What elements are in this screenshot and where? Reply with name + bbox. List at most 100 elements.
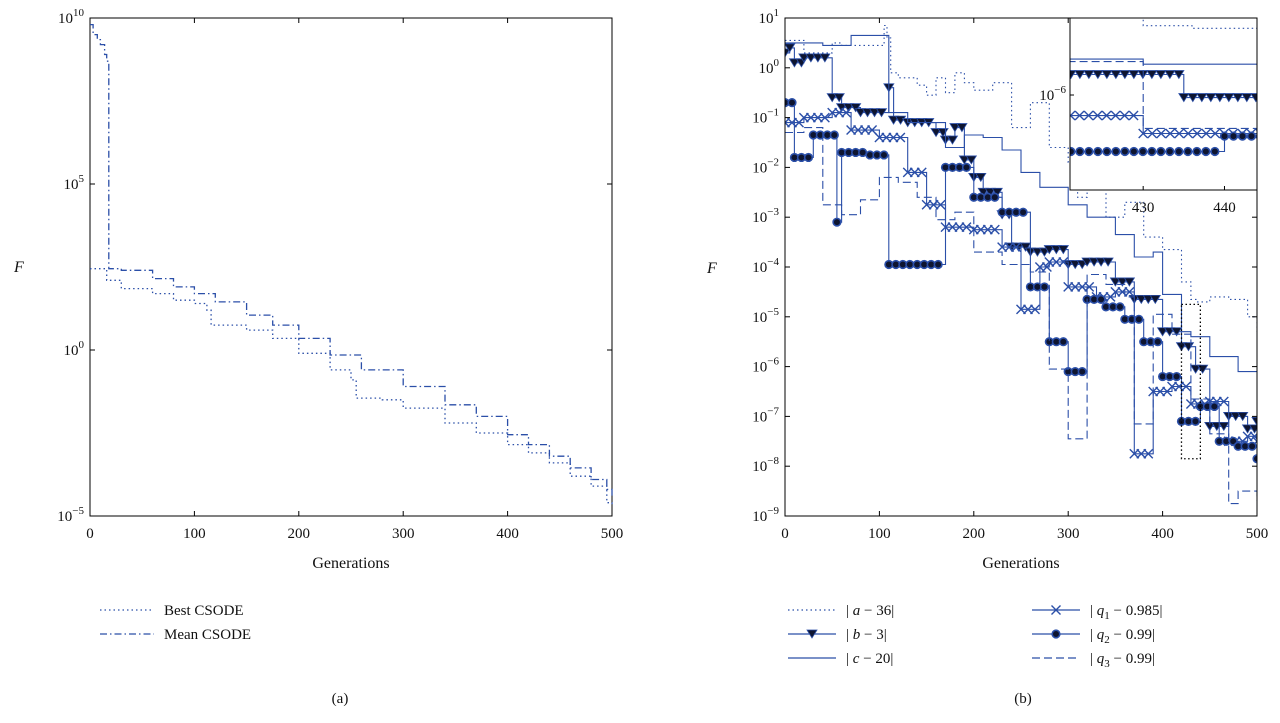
legend-label: | c − 20| — [846, 651, 893, 667]
dot-marker — [1201, 146, 1211, 157]
x-marker — [100, 8, 109, 17]
x-marker — [795, 180, 804, 189]
x-marker — [443, 19, 452, 28]
y-tick-label: 105 — [64, 173, 85, 193]
dot-marker — [1174, 146, 1184, 157]
x-marker — [867, 116, 876, 125]
x-marker — [461, 19, 470, 28]
triangle-marker — [578, 4, 588, 12]
x-marker — [1249, 431, 1257, 442]
dot-marker — [100, 96, 108, 104]
x-marker — [253, 8, 262, 17]
triangle-marker — [912, 55, 922, 63]
triangle-marker — [515, 4, 525, 12]
dot-marker — [290, 22, 298, 30]
triangle-marker — [1236, 412, 1249, 422]
dot-marker — [417, 30, 425, 38]
dot-marker — [435, 30, 443, 38]
dot-marker — [1219, 131, 1230, 141]
dot-marker — [940, 101, 948, 109]
dot-marker — [471, 30, 479, 38]
triangle-marker — [1178, 93, 1190, 103]
triangle-marker — [868, 108, 881, 118]
triangle-marker — [1095, 257, 1107, 267]
dot-marker — [426, 30, 434, 38]
x-marker — [190, 8, 199, 17]
dot-marker — [398, 22, 406, 30]
x-marker — [1167, 381, 1178, 392]
inset-frame — [1069, 17, 1258, 191]
dot-marker — [669, 42, 677, 50]
dot-marker — [879, 150, 889, 160]
x-marker — [1016, 304, 1026, 315]
dot-marker — [651, 42, 659, 50]
x-marker — [1110, 110, 1121, 121]
x-tick-label: 300 — [1057, 526, 1080, 542]
x-marker — [316, 8, 325, 17]
dot-marker — [1058, 148, 1066, 156]
triangle-marker — [798, 53, 810, 63]
dot-marker — [64, 66, 72, 74]
triangle-marker — [921, 55, 931, 63]
x-marker — [1063, 281, 1074, 292]
dot-marker — [1058, 337, 1068, 347]
dot-marker — [787, 98, 797, 108]
dot-marker — [976, 101, 984, 109]
dot-marker — [317, 22, 325, 30]
legend-label: Best CSODE — [164, 603, 244, 619]
triangle-marker — [984, 55, 994, 63]
dot-marker — [829, 130, 839, 140]
triangle-marker — [1149, 294, 1162, 305]
x-marker — [1210, 128, 1221, 139]
inset-background — [1070, 18, 1257, 190]
x-marker — [985, 111, 994, 120]
y-tick-label: 10−5 — [752, 306, 779, 326]
triangle-marker — [713, 22, 723, 30]
dot-marker — [597, 42, 605, 50]
x-marker — [632, 14, 641, 23]
dot-marker — [990, 192, 1000, 202]
x-marker — [1128, 110, 1139, 121]
dot-marker — [1266, 132, 1274, 140]
dot-marker — [73, 66, 81, 74]
triangle-marker — [1029, 55, 1039, 63]
x-marker — [1147, 128, 1158, 139]
dot-marker — [1209, 401, 1219, 412]
x-marker — [1174, 128, 1185, 139]
triangle-marker — [894, 55, 904, 63]
triangle-marker — [632, 4, 642, 12]
dot-marker — [498, 30, 506, 38]
triangle-marker — [1002, 55, 1012, 63]
triangle-marker — [1119, 70, 1131, 80]
dot-marker — [235, 96, 243, 104]
x-marker — [989, 224, 1000, 235]
triangle-marker — [1128, 70, 1140, 80]
x-marker — [966, 116, 975, 125]
dot-marker — [696, 42, 704, 50]
x-marker — [199, 8, 208, 17]
x-tick-label: 400 — [1151, 526, 1174, 542]
triangle-marker — [1223, 93, 1235, 103]
x-marker — [1165, 128, 1176, 139]
dot-marker — [1171, 371, 1182, 382]
triangle-marker — [704, 22, 714, 30]
triangle-marker — [984, 187, 996, 198]
dot-marker — [389, 22, 397, 30]
dot-marker — [1275, 132, 1280, 140]
triangle-marker — [861, 108, 874, 118]
y-tick-label: 10−8 — [752, 455, 779, 475]
x-marker — [732, 180, 741, 189]
x-marker — [289, 8, 298, 17]
x-tick-label: 200 — [288, 526, 311, 542]
triangle-marker — [975, 55, 985, 63]
triangle-marker — [1083, 70, 1095, 80]
dot-marker — [796, 66, 804, 74]
legend: Best CSODE Mean CSODE — [100, 603, 251, 643]
x-marker — [902, 167, 913, 178]
x-marker — [326, 19, 335, 28]
triangle-marker — [991, 187, 1003, 198]
x-marker — [895, 132, 906, 143]
dot-marker — [904, 101, 912, 109]
triangle-marker — [965, 155, 978, 165]
x-marker — [1124, 286, 1135, 297]
